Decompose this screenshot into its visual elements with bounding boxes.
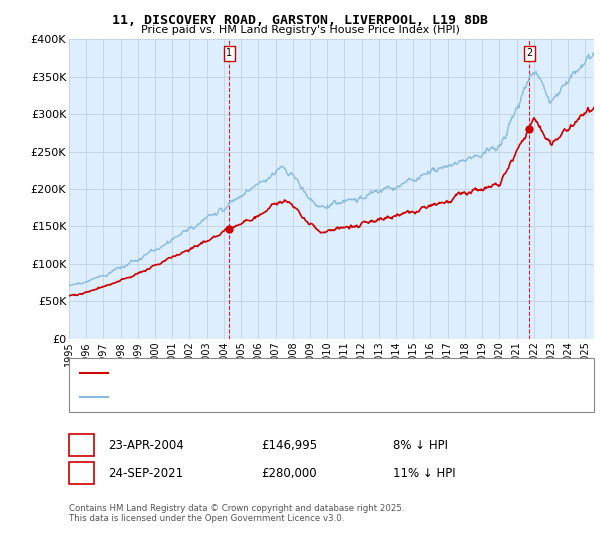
- Text: £280,000: £280,000: [261, 466, 317, 480]
- Text: HPI: Average price, detached house, Liverpool: HPI: Average price, detached house, Live…: [114, 391, 344, 402]
- Text: 11, DISCOVERY ROAD, GARSTON, LIVERPOOL, L19 8DB: 11, DISCOVERY ROAD, GARSTON, LIVERPOOL, …: [112, 14, 488, 27]
- Text: £146,995: £146,995: [261, 438, 317, 452]
- Text: 1: 1: [78, 438, 85, 452]
- Text: 23-APR-2004: 23-APR-2004: [108, 438, 184, 452]
- Text: 11, DISCOVERY ROAD, GARSTON, LIVERPOOL, L19 8DB (detached house): 11, DISCOVERY ROAD, GARSTON, LIVERPOOL, …: [114, 368, 478, 379]
- Text: 11% ↓ HPI: 11% ↓ HPI: [393, 466, 455, 480]
- Text: 8% ↓ HPI: 8% ↓ HPI: [393, 438, 448, 452]
- Text: 2: 2: [526, 48, 532, 58]
- Text: 24-SEP-2021: 24-SEP-2021: [108, 466, 183, 480]
- Text: 2: 2: [78, 466, 85, 480]
- Text: 1: 1: [226, 48, 232, 58]
- Text: Price paid vs. HM Land Registry's House Price Index (HPI): Price paid vs. HM Land Registry's House …: [140, 25, 460, 35]
- Text: Contains HM Land Registry data © Crown copyright and database right 2025.
This d: Contains HM Land Registry data © Crown c…: [69, 504, 404, 524]
